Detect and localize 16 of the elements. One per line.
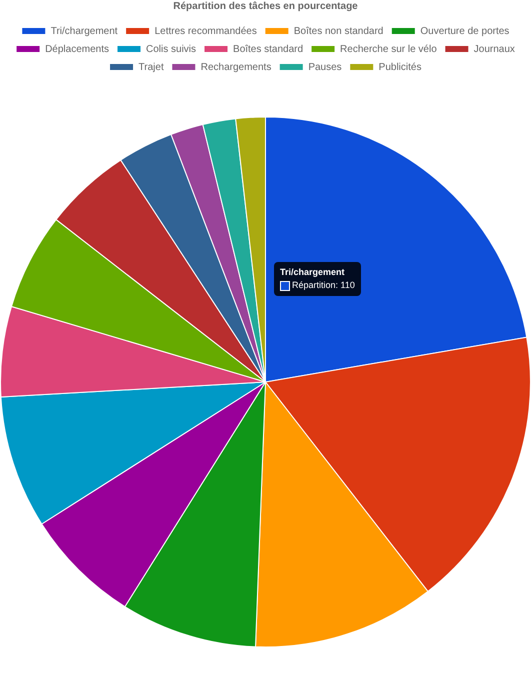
legend-label: Rechargements [200,62,272,73]
legend-label: Publicités [378,62,422,73]
legend-label: Boîtes standard [233,44,304,55]
text: Tri/chargement [280,266,346,279]
legend-label: Journaux [474,44,515,55]
legend-label: Pauses [308,62,342,73]
legend-label: Colis suivis [146,44,196,55]
legend-label: Lettres recommandées [154,26,257,37]
text: Répartition: 110 [292,279,355,292]
legend-label: Trajet [138,62,164,73]
chart-title: Répartition des tâches en pourcentage [173,0,358,12]
legend-label: Déplacements [45,44,110,55]
legend-label: Ouverture de portes [420,26,510,37]
legend-label: Recherche sur le vélo [340,44,438,55]
legend-label: Tri/chargement [50,26,118,37]
legend-label: Boîtes non standard [294,26,384,37]
